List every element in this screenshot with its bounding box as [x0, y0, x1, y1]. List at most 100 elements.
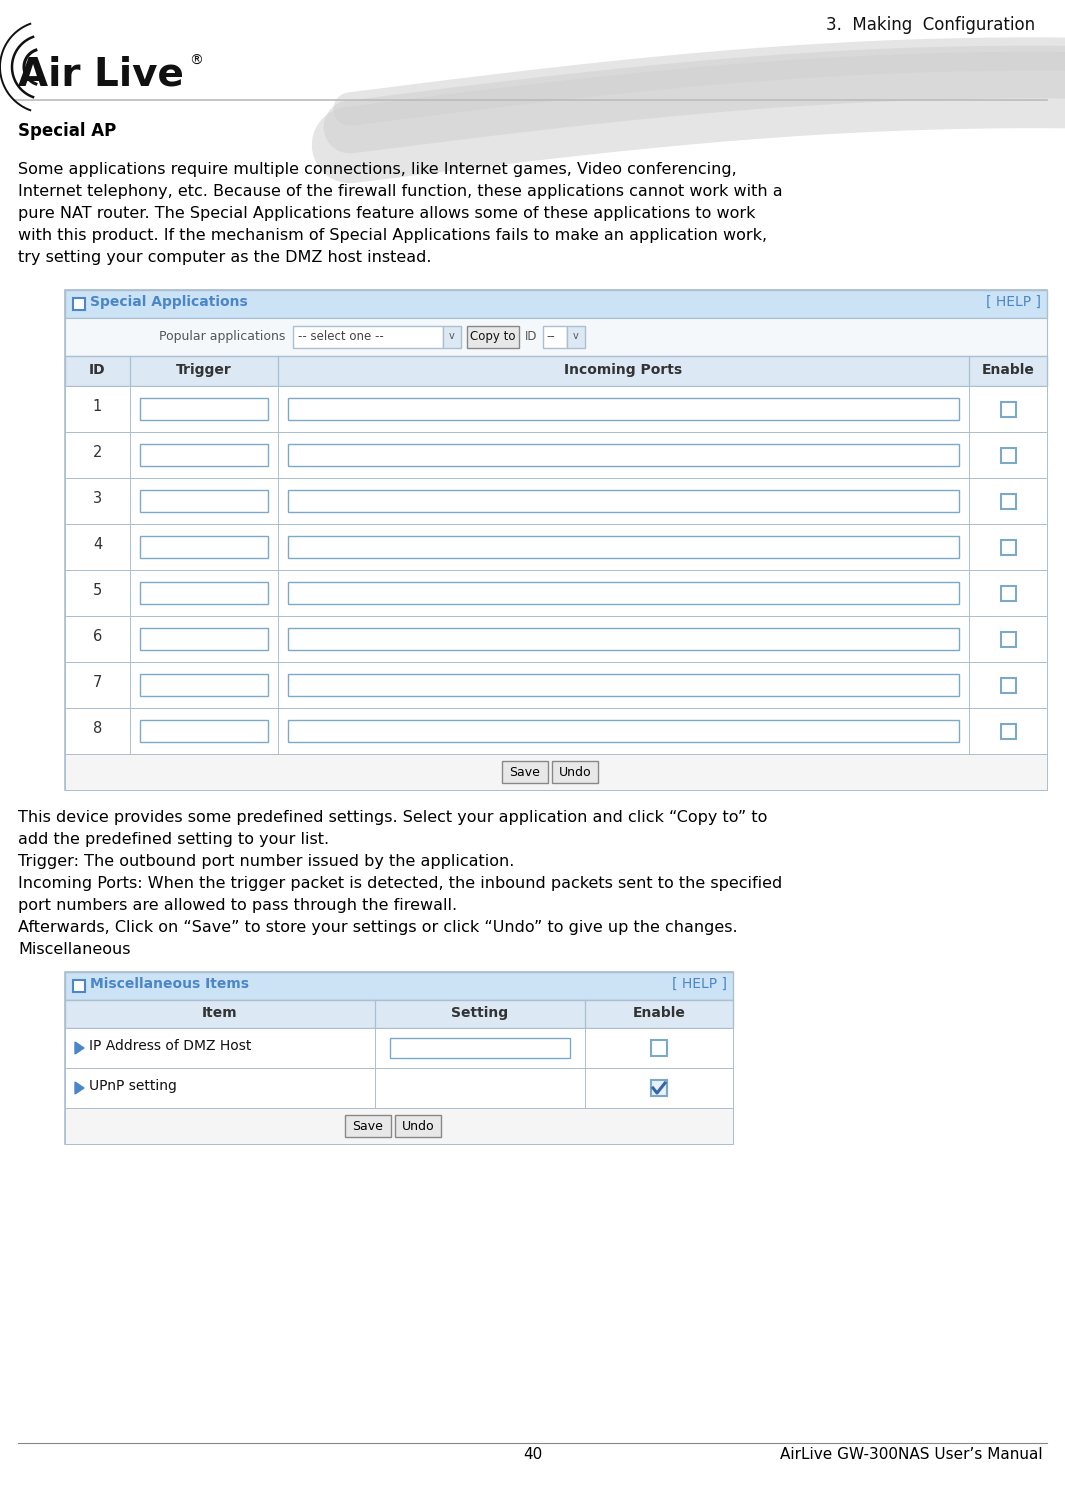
- Bar: [65, 1068, 733, 1108]
- Text: ID: ID: [89, 363, 105, 377]
- Bar: [651, 1039, 667, 1056]
- Bar: [65, 972, 733, 1001]
- Text: add the predefined setting to your list.: add the predefined setting to your list.: [18, 832, 329, 847]
- Bar: [443, 326, 461, 348]
- Bar: [1000, 631, 1016, 646]
- Text: IP Address of DMZ Host: IP Address of DMZ Host: [89, 1039, 251, 1053]
- Bar: [140, 444, 268, 466]
- Text: [ HELP ]: [ HELP ]: [672, 977, 727, 992]
- Bar: [651, 1080, 667, 1096]
- Bar: [288, 490, 958, 512]
- Bar: [65, 319, 1047, 356]
- Text: Popular applications: Popular applications: [159, 331, 285, 342]
- Bar: [140, 398, 268, 420]
- Text: Enable: Enable: [982, 363, 1034, 377]
- Bar: [288, 721, 958, 742]
- Text: Undo: Undo: [402, 1120, 435, 1133]
- Text: Copy to: Copy to: [471, 331, 515, 342]
- Bar: [1000, 539, 1016, 554]
- Bar: [288, 582, 958, 605]
- Bar: [1000, 677, 1016, 692]
- Text: 2: 2: [93, 445, 102, 460]
- Text: --: --: [546, 331, 555, 342]
- Bar: [65, 290, 1047, 319]
- Bar: [65, 386, 1047, 432]
- Text: Save: Save: [353, 1120, 383, 1133]
- Bar: [65, 1027, 733, 1068]
- Bar: [552, 761, 599, 783]
- Text: Special Applications: Special Applications: [91, 295, 248, 310]
- Text: ®: ®: [189, 54, 202, 68]
- Text: v: v: [449, 331, 455, 341]
- Text: Air Live: Air Live: [18, 57, 184, 94]
- Bar: [288, 398, 958, 420]
- Bar: [65, 524, 1047, 570]
- Bar: [65, 478, 1047, 524]
- Bar: [543, 326, 567, 348]
- Bar: [73, 298, 85, 310]
- Bar: [65, 663, 1047, 707]
- Text: 1: 1: [93, 399, 102, 414]
- Bar: [651, 1080, 667, 1096]
- Text: 3: 3: [93, 491, 102, 506]
- Text: -- select one --: -- select one --: [298, 331, 383, 342]
- Text: [ HELP ]: [ HELP ]: [986, 295, 1041, 310]
- Text: 7: 7: [93, 675, 102, 689]
- Bar: [1000, 493, 1016, 509]
- Text: Miscellaneous Items: Miscellaneous Items: [91, 977, 249, 992]
- Text: 6: 6: [93, 628, 102, 645]
- Text: Special AP: Special AP: [18, 122, 116, 140]
- Bar: [466, 326, 519, 348]
- Text: 40: 40: [523, 1447, 542, 1462]
- Text: Trigger: The outbound port number issued by the application.: Trigger: The outbound port number issued…: [18, 855, 514, 870]
- Text: try setting your computer as the DMZ host instead.: try setting your computer as the DMZ hos…: [18, 250, 431, 265]
- Bar: [288, 675, 958, 695]
- Text: port numbers are allowed to pass through the firewall.: port numbers are allowed to pass through…: [18, 898, 457, 913]
- Text: pure NAT router. The Special Applications feature allows some of these applicati: pure NAT router. The Special Application…: [18, 205, 755, 220]
- Bar: [65, 432, 1047, 478]
- Text: Undo: Undo: [559, 765, 591, 779]
- Bar: [345, 1115, 391, 1138]
- Bar: [65, 707, 1047, 753]
- Bar: [1000, 724, 1016, 739]
- Text: 3.  Making  Configuration: 3. Making Configuration: [825, 16, 1035, 34]
- Bar: [73, 980, 85, 992]
- Bar: [140, 490, 268, 512]
- Bar: [390, 1038, 570, 1059]
- Bar: [65, 1001, 733, 1027]
- Bar: [140, 721, 268, 742]
- Bar: [288, 444, 958, 466]
- Bar: [288, 628, 958, 651]
- Text: Trigger: Trigger: [176, 363, 232, 377]
- Text: with this product. If the mechanism of Special Applications fails to make an app: with this product. If the mechanism of S…: [18, 228, 767, 243]
- Bar: [65, 972, 733, 1144]
- Bar: [1000, 448, 1016, 463]
- Text: UPnP setting: UPnP setting: [89, 1080, 177, 1093]
- Text: ID: ID: [525, 331, 538, 342]
- Text: Afterwards, Click on “Save” to store your settings or click “Undo” to give up th: Afterwards, Click on “Save” to store you…: [18, 920, 738, 935]
- Bar: [65, 1108, 733, 1144]
- Text: Setting: Setting: [452, 1007, 509, 1020]
- Text: 5: 5: [93, 584, 102, 599]
- Text: Save: Save: [509, 765, 540, 779]
- Bar: [1000, 402, 1016, 417]
- Bar: [140, 536, 268, 558]
- Bar: [65, 356, 1047, 386]
- Text: Incoming Ports: Incoming Ports: [564, 363, 683, 377]
- Bar: [395, 1115, 441, 1138]
- Text: 8: 8: [93, 721, 102, 736]
- Bar: [567, 326, 585, 348]
- Bar: [140, 628, 268, 651]
- Text: Incoming Ports: When the trigger packet is detected, the inbound packets sent to: Incoming Ports: When the trigger packet …: [18, 876, 783, 890]
- Bar: [293, 326, 443, 348]
- Text: This device provides some predefined settings. Select your application and click: This device provides some predefined set…: [18, 810, 768, 825]
- Bar: [288, 536, 958, 558]
- Bar: [65, 753, 1047, 791]
- Text: Item: Item: [202, 1007, 237, 1020]
- Bar: [140, 582, 268, 605]
- Text: Internet telephony, etc. Because of the firewall function, these applications ca: Internet telephony, etc. Because of the …: [18, 185, 783, 200]
- Bar: [65, 616, 1047, 663]
- Polygon shape: [75, 1083, 84, 1094]
- Polygon shape: [75, 1042, 84, 1054]
- Bar: [65, 570, 1047, 616]
